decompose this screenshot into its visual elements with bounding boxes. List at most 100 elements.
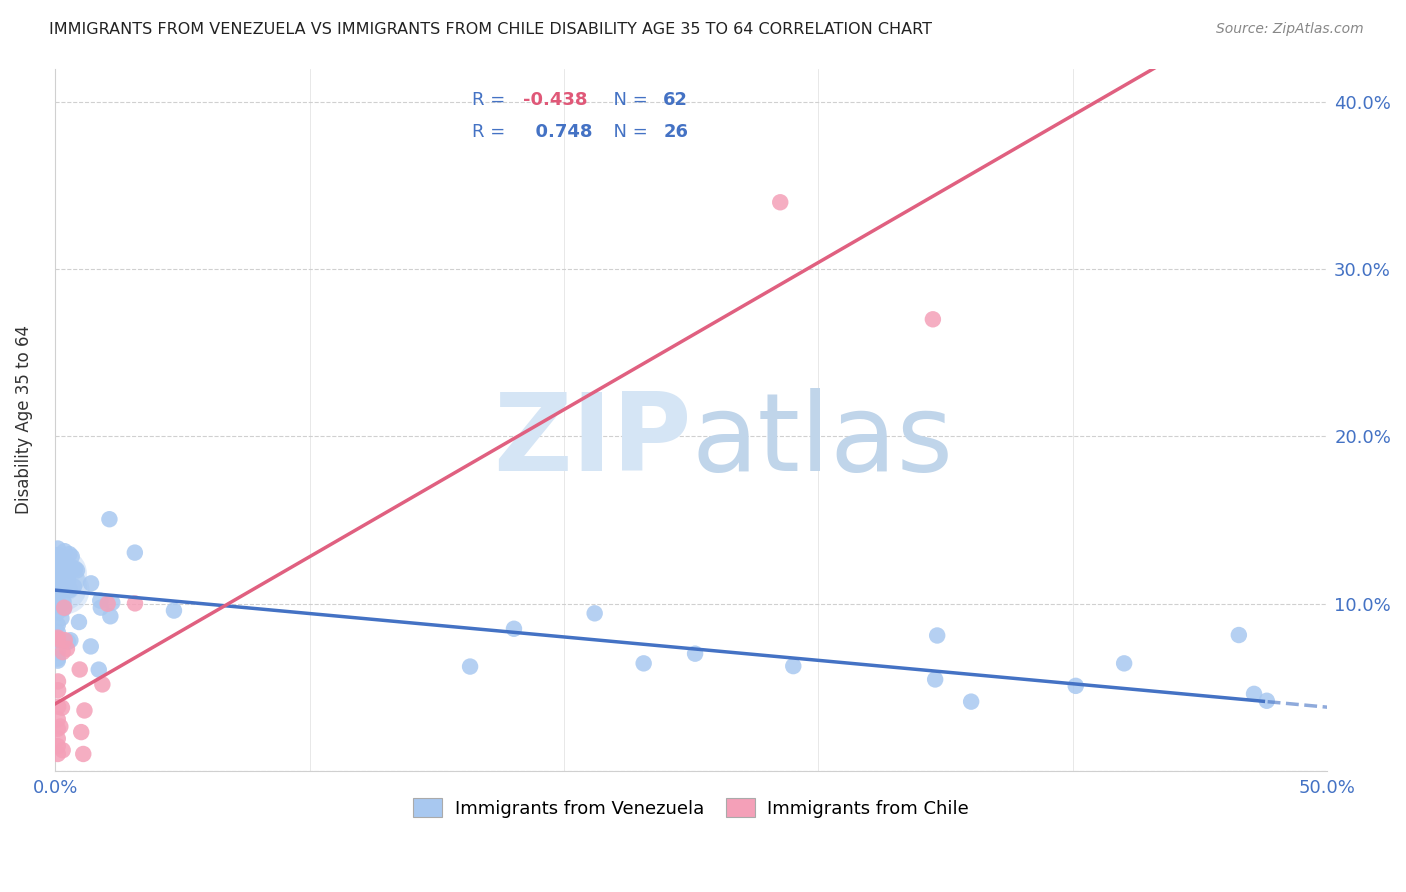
Point [503, 622, 526, 636]
Point [769, 195, 792, 210]
Point [46, 569, 69, 583]
Point [1114, 657, 1136, 671]
Point [1227, 628, 1250, 642]
Text: ZIP: ZIP [492, 388, 692, 493]
Point [63, 579, 86, 593]
Point [97, 597, 120, 611]
Point [52, 645, 75, 659]
Point [52, 580, 75, 594]
Point [124, 546, 146, 560]
Point [46, 549, 69, 563]
Point [89, 593, 111, 607]
Text: 0.748: 0.748 [523, 123, 593, 141]
Point [52, 580, 75, 594]
Point [56, 641, 79, 656]
Point [46, 548, 69, 562]
Point [46, 712, 69, 726]
Point [1256, 694, 1278, 708]
Point [59, 582, 82, 597]
Point [782, 659, 804, 673]
Point [46, 572, 69, 586]
Point [927, 628, 949, 642]
Point [124, 596, 146, 610]
Legend: Immigrants from Venezuela, Immigrants from Chile: Immigrants from Venezuela, Immigrants fr… [406, 791, 976, 825]
Point [80, 576, 103, 591]
Text: IMMIGRANTS FROM VENEZUELA VS IMMIGRANTS FROM CHILE DISABILITY AGE 35 TO 64 CORRE: IMMIGRANTS FROM VENEZUELA VS IMMIGRANTS … [49, 22, 932, 37]
Point [46, 588, 69, 602]
Point [46, 731, 69, 746]
Point [56, 634, 79, 648]
Point [51, 562, 73, 576]
Text: N =: N = [602, 91, 654, 109]
Point [58, 547, 80, 561]
Point [46, 632, 69, 647]
Point [98, 609, 121, 624]
Point [921, 312, 943, 326]
Point [52, 595, 75, 609]
Text: N =: N = [602, 123, 654, 141]
Point [63, 561, 86, 575]
Point [51, 559, 73, 574]
Point [60, 549, 83, 564]
Point [163, 603, 186, 617]
Point [46, 674, 69, 689]
Point [46, 645, 69, 659]
Point [58, 564, 80, 578]
Text: Source: ZipAtlas.com: Source: ZipAtlas.com [1216, 22, 1364, 37]
Point [69, 663, 91, 677]
Point [49, 571, 72, 585]
Point [46, 625, 69, 640]
Point [46, 587, 69, 601]
Point [458, 659, 481, 673]
Text: R =: R = [472, 91, 512, 109]
Point [52, 601, 75, 615]
Point [46, 683, 69, 698]
Point [101, 596, 124, 610]
Point [46, 554, 69, 568]
Point [70, 725, 93, 739]
Point [46, 541, 69, 556]
Point [46, 595, 69, 609]
Point [72, 747, 94, 761]
Text: 62: 62 [664, 91, 688, 109]
Point [55, 583, 77, 598]
Point [53, 633, 76, 648]
Point [67, 615, 90, 629]
Point [98, 512, 121, 526]
Point [46, 651, 69, 665]
Point [633, 657, 655, 671]
Point [1064, 679, 1087, 693]
Point [46, 631, 69, 645]
Point [583, 607, 606, 621]
Point [56, 574, 79, 588]
Text: 26: 26 [664, 123, 688, 141]
Point [46, 599, 69, 614]
Point [80, 640, 103, 654]
Point [683, 647, 706, 661]
Point [46, 566, 69, 580]
Point [46, 739, 69, 753]
Text: -0.438: -0.438 [523, 91, 588, 109]
Point [91, 677, 114, 691]
Point [46, 618, 69, 632]
Point [46, 605, 69, 619]
Point [53, 600, 76, 615]
Text: atlas: atlas [692, 388, 953, 493]
Point [51, 554, 73, 568]
Point [59, 633, 82, 648]
Point [924, 673, 946, 687]
Point [960, 695, 983, 709]
Point [52, 743, 75, 757]
Point [51, 700, 73, 714]
Point [48, 557, 70, 571]
Point [52, 566, 75, 581]
Point [46, 747, 69, 761]
Point [51, 611, 73, 625]
Point [66, 563, 89, 577]
Point [53, 544, 76, 558]
Point [90, 600, 112, 615]
Point [87, 663, 110, 677]
Point [1243, 687, 1265, 701]
Point [46, 699, 69, 714]
Point [73, 703, 96, 717]
